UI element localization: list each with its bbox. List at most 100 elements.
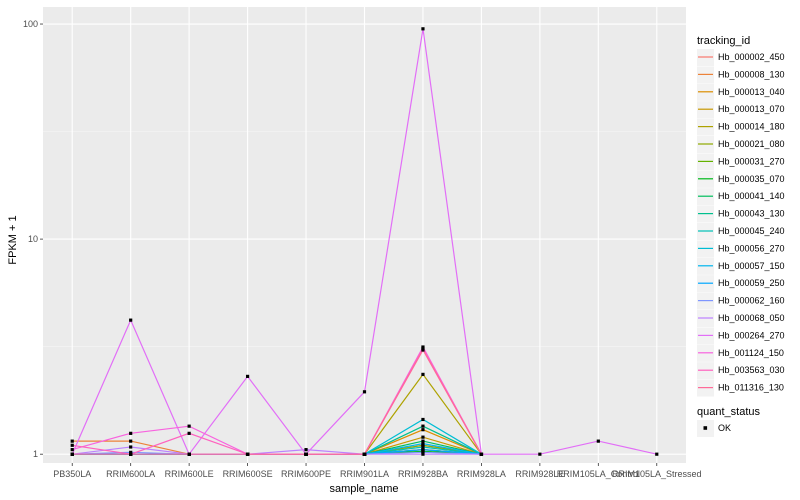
data-point xyxy=(129,450,133,454)
x-tick-label: RRIM928BA xyxy=(398,469,448,479)
data-point xyxy=(421,452,425,456)
legend-item: Hb_011316_130 xyxy=(697,379,784,397)
y-axis-ticks: 1 10 100 xyxy=(23,19,43,459)
legend-label: Hb_000035_070 xyxy=(718,174,785,184)
data-point xyxy=(362,452,367,456)
legend-label: Hb_000057_150 xyxy=(718,261,785,271)
y-axis-title: FPKM + 1 xyxy=(7,215,19,264)
legend-item: Hb_000045_240 xyxy=(697,223,785,240)
x-tick-label: PB350LA xyxy=(53,469,91,479)
x-tick-label: RRIM928LE xyxy=(515,469,564,479)
shape-legend-items: OK xyxy=(697,420,731,437)
legend-label: Hb_000062_160 xyxy=(718,296,785,306)
shape-legend: quant_status OK xyxy=(697,406,760,437)
data-point xyxy=(70,443,74,447)
legend-label: Hb_000059_250 xyxy=(718,278,785,288)
data-point xyxy=(129,445,133,449)
data-point xyxy=(655,452,659,456)
x-axis-ticks: PB350LA RRIM600LA RRIM600LE RRIM600SE RRIM60… xyxy=(53,463,702,479)
shape-legend-item: OK xyxy=(697,420,731,437)
x-tick-label: RRIM105LA_Control xyxy=(557,469,640,479)
data-point xyxy=(421,372,425,376)
legend-label: Hb_000014_180 xyxy=(718,122,785,132)
legend-label: Hb_000013_070 xyxy=(718,104,785,114)
legend-label: Hb_000041_140 xyxy=(718,191,785,201)
legend-item: Hb_000021_080 xyxy=(697,136,785,153)
data-point xyxy=(129,431,133,435)
legend-item: Hb_000002_450 xyxy=(697,49,785,66)
legend-item: Hb_003563_030 xyxy=(697,362,785,380)
data-point xyxy=(421,348,425,352)
series-line xyxy=(72,348,482,455)
data-point xyxy=(129,318,133,322)
legend-label: Hb_000021_080 xyxy=(718,139,785,149)
x-tick-label: RRIM600LA xyxy=(106,469,155,479)
data-point xyxy=(129,452,133,456)
data-point xyxy=(129,439,133,443)
legend-title: tracking_id xyxy=(697,35,750,47)
data-point xyxy=(421,428,425,432)
data-point xyxy=(304,452,308,456)
data-point xyxy=(421,435,425,439)
data-point xyxy=(304,448,308,452)
data-point xyxy=(362,390,367,394)
data-point xyxy=(187,424,191,428)
data-point xyxy=(70,439,74,443)
legend-label: Hb_000068_050 xyxy=(718,313,785,323)
data-point xyxy=(421,448,425,452)
series-lines xyxy=(71,28,657,456)
legend-item: Hb_000013_040 xyxy=(697,83,785,101)
legend-item: Hb_000264_270 xyxy=(697,327,785,345)
data-point xyxy=(187,431,191,435)
data-point xyxy=(421,439,425,443)
legend-item: Hb_000043_130 xyxy=(697,205,785,223)
data-points xyxy=(70,27,659,456)
legend-label: Hb_000013_040 xyxy=(718,87,785,97)
legend-items: Hb_000002_450 Hb_000008_130 Hb_000013_040 H… xyxy=(697,49,785,397)
x-tick-label: RRIM600LE xyxy=(165,469,214,479)
data-point xyxy=(187,452,191,456)
legend-item: Hb_000059_250 xyxy=(697,275,785,293)
x-axis-title: sample_name xyxy=(329,483,398,495)
legend: tracking_id Hb_000002_450Hb_000008_130Hb… xyxy=(697,35,785,397)
x-tick-label: RRIM600PE xyxy=(281,469,331,479)
data-point xyxy=(70,452,74,456)
data-point xyxy=(421,424,425,428)
shape-legend-swatch xyxy=(703,426,708,430)
x-tick-label: RRIM928LA xyxy=(457,469,506,479)
data-point xyxy=(479,452,484,456)
legend-label: Hb_011316_130 xyxy=(718,383,784,393)
legend-item: Hb_000068_050 xyxy=(697,310,785,327)
x-tick-label: RRIM600SE xyxy=(223,469,273,479)
legend-label: Hb_000045_240 xyxy=(718,226,785,236)
legend-label: Hb_000002_450 xyxy=(718,52,785,62)
legend-label: Hb_000264_270 xyxy=(718,330,785,340)
legend-label: Hb_000043_130 xyxy=(718,209,785,219)
y-tick-label: 10 xyxy=(28,234,38,244)
legend-item: Hb_000057_150 xyxy=(697,257,785,275)
data-point xyxy=(596,439,600,443)
legend-item: Hb_000013_070 xyxy=(697,101,785,119)
legend-label: Hb_001124_150 xyxy=(718,348,784,358)
shape-legend-label: OK xyxy=(718,423,731,433)
series-line xyxy=(72,446,482,455)
shape-legend-title: quant_status xyxy=(697,406,760,418)
legend-item: Hb_000035_070 xyxy=(697,170,785,188)
data-point xyxy=(421,445,425,449)
data-point xyxy=(421,443,425,447)
data-point xyxy=(421,27,425,31)
x-tick-label: RRIM105LA_Stressed xyxy=(612,469,702,479)
legend-item: Hb_000014_180 xyxy=(697,118,785,136)
data-point xyxy=(538,452,542,456)
legend-label: Hb_000008_130 xyxy=(718,69,785,79)
data-point xyxy=(245,374,250,378)
legend-item: Hb_000031_270 xyxy=(697,153,785,171)
legend-item: Hb_000056_270 xyxy=(697,240,785,258)
legend-label: Hb_000056_270 xyxy=(718,243,785,253)
data-point xyxy=(70,448,74,452)
data-point xyxy=(421,417,425,422)
data-point xyxy=(421,442,425,446)
y-tick-label: 1 xyxy=(33,449,38,459)
legend-item: Hb_001124_150 xyxy=(697,344,784,362)
